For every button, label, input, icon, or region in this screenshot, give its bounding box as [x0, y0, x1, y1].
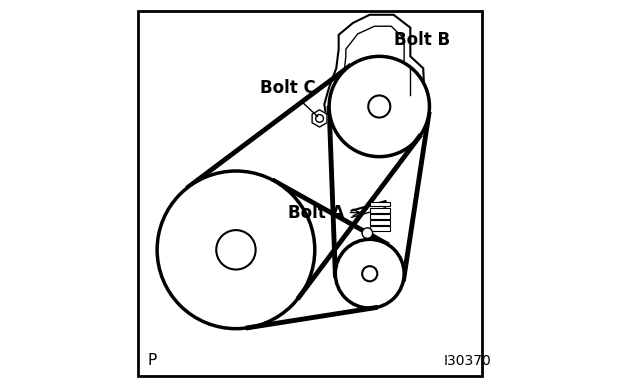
Circle shape	[216, 230, 255, 270]
Circle shape	[329, 56, 430, 157]
Circle shape	[335, 239, 404, 308]
Circle shape	[362, 228, 373, 238]
Circle shape	[362, 266, 378, 281]
Bar	[370, 208, 390, 213]
Bar	[370, 202, 390, 206]
Bar	[370, 220, 390, 225]
Bar	[370, 214, 390, 219]
Text: Bolt B: Bolt B	[394, 31, 450, 49]
Text: P: P	[148, 353, 157, 368]
Circle shape	[157, 171, 315, 329]
Text: Bolt A: Bolt A	[288, 204, 360, 221]
Polygon shape	[324, 15, 425, 157]
Text: Bolt C: Bolt C	[260, 79, 317, 117]
Bar	[370, 226, 390, 231]
Circle shape	[316, 115, 324, 122]
Text: I30370: I30370	[444, 355, 492, 368]
Circle shape	[368, 95, 391, 117]
Polygon shape	[312, 110, 327, 127]
